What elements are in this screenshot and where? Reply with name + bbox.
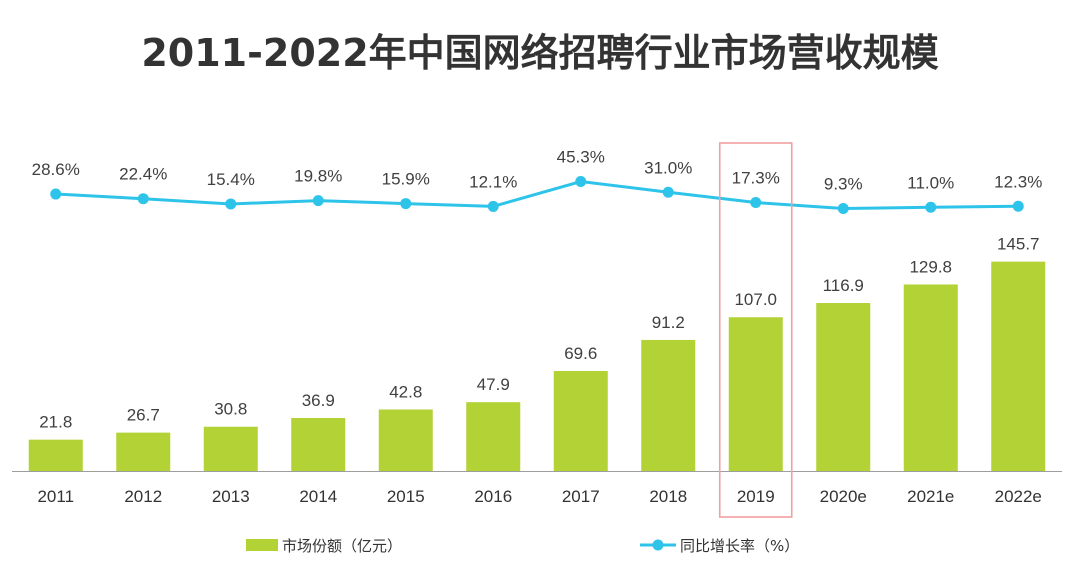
bar: [728, 317, 783, 471]
x-tick-label: 2021e: [907, 487, 954, 506]
growth-rate-label: 15.9%: [382, 170, 430, 189]
growth-rate-point: [575, 176, 587, 188]
growth-rate-label: 31.0%: [644, 158, 692, 177]
chart-title: 2011-2022年中国网络招聘行业市场营收规模: [141, 31, 939, 75]
bar-value-label: 116.9: [823, 276, 864, 295]
x-tick-label: 2011: [37, 487, 74, 506]
growth-rate-label: 19.8%: [294, 167, 342, 186]
bar: [991, 261, 1046, 471]
growth-rate-point: [312, 195, 324, 207]
bar: [378, 409, 433, 471]
x-tick-label: 2014: [299, 487, 337, 506]
bar-value-label: 26.7: [127, 406, 160, 425]
growth-rate-point: [1012, 200, 1024, 212]
x-tick-label: 2013: [212, 487, 250, 506]
legend-line-label: 同比增长率（%）: [680, 537, 799, 555]
growth-rate-label: 12.1%: [469, 172, 517, 191]
growth-rate-point: [225, 198, 237, 210]
growth-rate-line: [55, 179, 1019, 211]
x-tick-label: 2022e: [995, 487, 1042, 506]
bar-value-label: 91.2: [652, 313, 685, 332]
bar: [903, 284, 958, 471]
bar-value-label: 47.9: [477, 375, 510, 394]
x-tick-label: 2020e: [820, 487, 867, 506]
bar: [28, 439, 83, 471]
x-tick-label: 2016: [474, 487, 512, 506]
growth-rate-label: 28.6%: [32, 160, 80, 179]
growth-rate-label: 17.3%: [732, 169, 780, 188]
growth-rate-point: [487, 200, 499, 212]
growth-rate-point: [137, 193, 149, 205]
bar-value-label: 42.8: [389, 382, 422, 401]
x-tick-label: 2012: [124, 487, 162, 506]
growth-rate-label: 12.3%: [994, 172, 1042, 191]
growth-rate-point: [925, 201, 937, 213]
growth-rate-label: 45.3%: [557, 148, 605, 167]
growth-rate-point: [662, 186, 674, 198]
highlight-box-2019: [718, 142, 793, 518]
x-tick-label: 2019: [737, 487, 775, 506]
bar: [553, 370, 608, 471]
x-tick-label: 2017: [562, 487, 600, 506]
bar-value-label: 36.9: [302, 391, 335, 410]
growth-rate-label: 9.3%: [824, 175, 863, 194]
growth-rate-point: [400, 198, 412, 210]
bar: [641, 339, 696, 471]
bar-value-label: 69.6: [564, 344, 597, 363]
bar: [203, 426, 258, 471]
bar-value-label: 30.8: [214, 400, 247, 419]
growth-rate-label: 15.4%: [207, 170, 255, 189]
x-tick-label: 2015: [387, 487, 425, 506]
bar-value-label: 21.8: [39, 413, 72, 432]
bar-value-label: 145.7: [997, 235, 1040, 254]
growth-rate-label: 22.4%: [119, 165, 167, 184]
bar: [816, 303, 871, 471]
legend-line-marker: [652, 539, 664, 551]
bar-value-label: 129.8: [909, 257, 952, 276]
legend-bar-swatch: [246, 539, 278, 551]
growth-rate-label: 11.0%: [907, 173, 954, 192]
x-tick-label: 2018: [649, 487, 687, 506]
bar: [116, 432, 171, 471]
bar: [291, 417, 346, 471]
legend-bar-label: 市场份额（亿元）: [282, 537, 402, 555]
bar: [466, 402, 521, 471]
bar-value-label: 107.0: [734, 290, 777, 309]
growth-rate-point: [750, 197, 762, 209]
growth-rate-point: [837, 203, 849, 215]
growth-rate-point: [50, 188, 62, 200]
